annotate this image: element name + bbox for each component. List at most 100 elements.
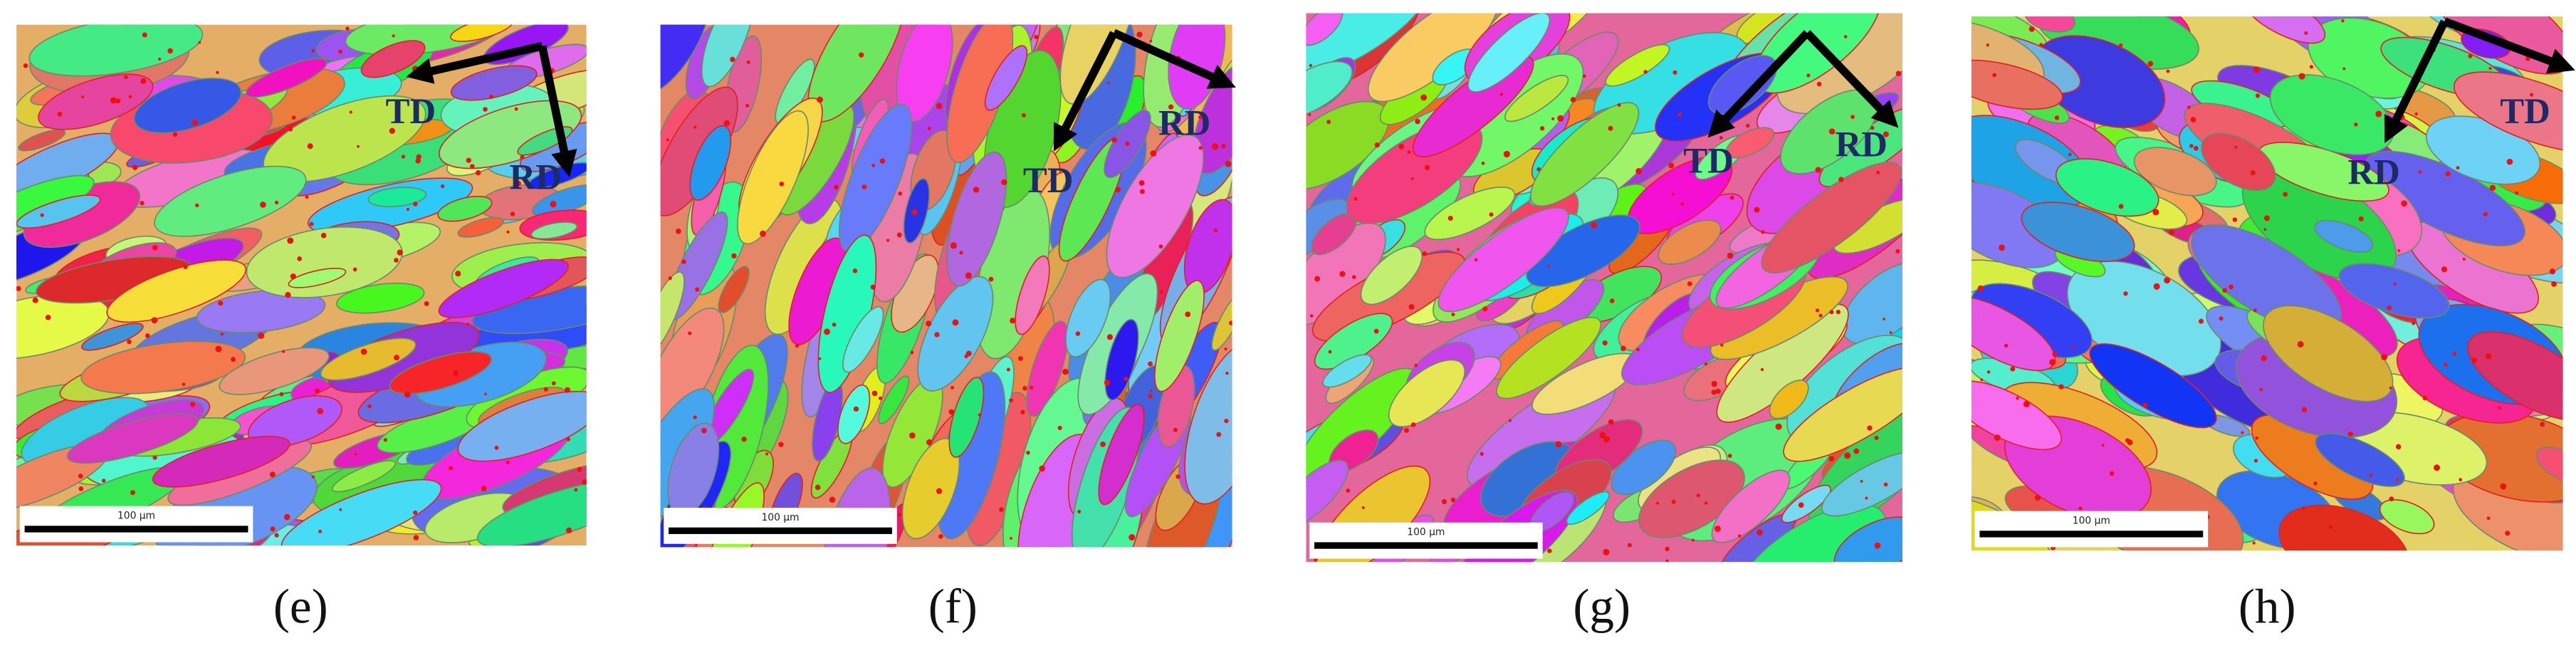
boundary-dot: [1994, 434, 2001, 442]
boundary-dot: [1136, 31, 1143, 38]
boundary-dot: [2530, 93, 2534, 97]
boundary-dot: [2456, 166, 2460, 170]
boundary-dot: [551, 381, 556, 386]
grain: [837, 384, 871, 444]
boundary-dot: [582, 479, 587, 485]
boundary-dot: [1168, 104, 1174, 110]
scale-bar-label: 100 µm: [2073, 515, 2110, 526]
boundary-dot: [2190, 117, 2197, 123]
boundary-dot: [1836, 309, 1841, 315]
boundary-dot: [1818, 313, 1823, 318]
boundary-dot: [269, 471, 276, 478]
boundary-dot: [693, 415, 697, 419]
boundary-dot: [852, 268, 858, 273]
boundary-dot: [2259, 387, 2263, 392]
boundary-dot: [574, 488, 578, 492]
boundary-dot: [307, 143, 313, 150]
boundary-dot: [676, 228, 681, 234]
boundary-dot: [564, 387, 571, 393]
boundary-dot: [1696, 493, 1700, 498]
boundary-dot: [40, 213, 44, 217]
boundary-dot: [2283, 192, 2288, 197]
boundary-dot: [1775, 423, 1782, 430]
boundary-dot: [2166, 69, 2170, 73]
boundary-dot: [938, 534, 943, 539]
grain: [2278, 504, 2410, 550]
boundary-dot: [1671, 499, 1676, 504]
grain: [1711, 469, 1791, 543]
scale-bar: [669, 527, 892, 534]
boundary-dot: [320, 232, 327, 239]
boundary-dot: [2354, 122, 2358, 127]
boundary-dot: [2309, 65, 2313, 69]
grain: [2133, 147, 2217, 197]
boundary-dot: [270, 526, 276, 532]
boundary-dot: [1415, 118, 1420, 125]
grain: [1306, 459, 1349, 530]
grain: [331, 460, 397, 493]
boundary-dot: [886, 239, 890, 242]
boundary-dot: [2301, 506, 2306, 511]
grain: [133, 78, 242, 134]
boundary-dot: [45, 314, 51, 320]
boundary-dot: [1009, 398, 1013, 403]
boundary-dot: [1608, 125, 1613, 131]
grain: [1467, 13, 1551, 93]
grain: [1971, 59, 2063, 110]
boundary-dot: [305, 195, 309, 199]
boundary-dot: [2241, 431, 2244, 434]
boundary-dot: [2187, 105, 2191, 109]
grain: [1065, 278, 1111, 357]
boundary-dot: [449, 466, 454, 471]
boundary-dot: [1309, 314, 1314, 318]
boundary-dot: [566, 437, 571, 442]
boundary-dot: [2471, 357, 2478, 363]
direction-arrow: [1112, 28, 1236, 89]
boundary-dot: [258, 333, 265, 339]
boundary-dot: [2381, 354, 2388, 360]
boundary-dot: [1599, 432, 1606, 439]
boundary-dot: [494, 445, 499, 450]
boundary-dot: [760, 230, 766, 237]
grain: [2263, 305, 2394, 402]
boundary-dot: [2253, 308, 2257, 313]
boundary-dot: [2375, 110, 2382, 117]
boundary-dot: [543, 387, 548, 392]
boundary-dot: [2232, 217, 2238, 222]
boundary-dot: [701, 427, 707, 434]
boundary-dot: [1213, 228, 1218, 233]
boundary-dot: [2468, 53, 2473, 58]
boundary-dot: [1672, 192, 1675, 196]
boundary-dot: [287, 237, 294, 244]
boundary-dot: [1665, 546, 1670, 552]
grain: [1658, 219, 1722, 265]
boundary-dot: [1636, 348, 1640, 352]
boundary-dot: [1719, 136, 1723, 140]
boundary-dot: [506, 460, 510, 464]
boundary-dot: [397, 249, 403, 256]
boundary-dot: [1591, 221, 1598, 229]
boundary-dot: [1727, 454, 1732, 459]
boundary-dot: [2393, 282, 2397, 286]
boundary-dot: [2412, 321, 2416, 325]
boundary-dot: [2313, 481, 2318, 486]
boundary-dot: [2263, 228, 2267, 231]
boundary-dot: [1737, 534, 1742, 538]
grain: [1605, 43, 1670, 87]
boundary-dot: [357, 145, 360, 148]
boundary-dot: [1760, 367, 1764, 372]
scale-bar-box: [664, 508, 897, 544]
boundary-dot: [1895, 249, 1900, 254]
boundary-dot: [1482, 306, 1488, 312]
boundary-dot: [1665, 559, 1669, 563]
boundary-dot: [2028, 26, 2035, 32]
boundary-dot: [2123, 291, 2128, 296]
boundary-dot: [2540, 422, 2545, 427]
scale-bar-box: [1309, 522, 1543, 559]
boundary-dot: [910, 350, 914, 355]
boundary-dot: [488, 95, 493, 99]
boundary-dot: [731, 253, 737, 259]
boundary-dot: [741, 437, 747, 442]
boundary-dot: [765, 452, 769, 456]
boundary-dot: [1106, 334, 1114, 340]
